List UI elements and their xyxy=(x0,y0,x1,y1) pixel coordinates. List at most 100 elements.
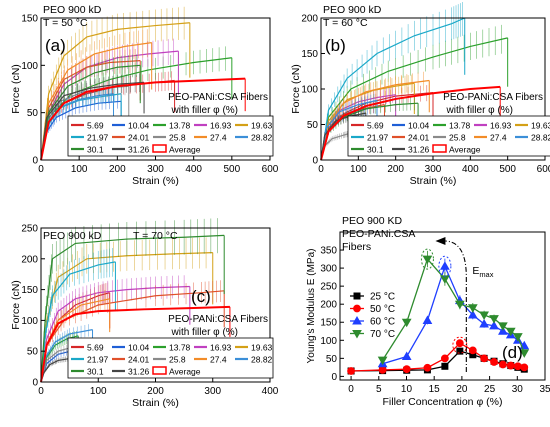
fiber-label-filler: with filler φ (%) xyxy=(171,105,239,116)
fiber-label: PEO-PANi:CSA Fibers xyxy=(168,92,268,103)
y-axis-label: Force (cN) xyxy=(290,64,302,114)
legend-label-10.04: 10.04 xyxy=(128,343,150,353)
series-Average xyxy=(40,77,246,161)
y-tick-label: 50 xyxy=(27,108,39,119)
series-line-Average xyxy=(40,77,246,161)
y-tick-label: 300 xyxy=(320,264,337,275)
y-tick-label: 100 xyxy=(301,85,318,96)
x-tick-label: 15 xyxy=(429,384,441,395)
x-tick-label: 600 xyxy=(537,164,550,175)
legend-label-19.63: 19.63 xyxy=(531,121,550,131)
plot-frame xyxy=(339,231,546,381)
data-point xyxy=(454,300,465,310)
series-line-Average xyxy=(320,85,501,161)
legend-label-10.04: 10.04 xyxy=(128,121,150,131)
x-tick-label: 300 xyxy=(147,164,164,175)
series-line xyxy=(351,342,525,372)
data-point xyxy=(480,354,489,363)
data-point xyxy=(347,367,355,375)
legend-marker xyxy=(352,315,362,325)
data-point xyxy=(440,275,450,284)
y-tick-label: 250 xyxy=(21,224,38,235)
y-tick-label: 100 xyxy=(21,316,38,327)
legend-marker xyxy=(352,330,362,339)
panel-temperature: T = 60 °C xyxy=(323,17,368,29)
data-point xyxy=(479,311,489,321)
panel-letter: (d) xyxy=(502,343,523,362)
fiber-label-filler: with filler φ (%) xyxy=(446,105,514,116)
series-line-30.1 xyxy=(40,234,225,383)
peak-highlight xyxy=(438,255,452,277)
y-tick-label: 150 xyxy=(301,49,318,60)
legend-label-31.26: 31.26 xyxy=(128,367,150,377)
legend-label-13.78: 13.78 xyxy=(449,121,471,131)
series-line-21.97 xyxy=(40,261,116,383)
y-tick-label: 200 xyxy=(301,14,318,25)
data-point xyxy=(423,363,432,372)
x-tick-label: 200 xyxy=(109,164,126,175)
panel-letter: (c) xyxy=(191,287,211,306)
legend-label-21.97: 21.97 xyxy=(87,133,109,143)
y-tick-label: 150 xyxy=(21,285,38,296)
x-tick-label: 0 xyxy=(38,386,44,397)
series-3 xyxy=(377,250,530,366)
legend-label-30.1: 30.1 xyxy=(367,145,384,155)
legend-label-19.63: 19.63 xyxy=(251,121,273,131)
panel-letter: (a) xyxy=(45,36,66,55)
legend-label: 60 °C xyxy=(370,317,395,328)
data-point xyxy=(440,261,450,270)
x-tick-label: 500 xyxy=(223,164,240,175)
peak-highlight xyxy=(452,336,468,354)
fiber-label: PEO-PANi:CSA Fibers xyxy=(443,92,543,103)
series-31.26 xyxy=(40,73,145,161)
series-1 xyxy=(347,339,529,375)
x-tick-label: 200 xyxy=(387,164,404,175)
legend-label-5.69: 5.69 xyxy=(87,343,104,353)
panel-letter: (b) xyxy=(325,36,346,55)
legend-label-24.01: 24.01 xyxy=(128,133,150,143)
y-tick-label: 100 xyxy=(320,336,337,347)
series-Average xyxy=(320,85,501,161)
panel-subtitle-2: Fibers xyxy=(342,241,371,253)
legend-label-27.4: 27.4 xyxy=(210,133,227,143)
panel-0: 0 100 200 300 400 500 600 0 50 100 150 Strain (%) Fo… xyxy=(10,4,279,187)
legend-label-21.97: 21.97 xyxy=(367,133,389,143)
legend-label-21.97: 21.97 xyxy=(87,355,109,365)
legend-label-27.4: 27.4 xyxy=(490,133,507,143)
panel-header: PEO 900 kD xyxy=(43,4,102,16)
legend-swatch-average xyxy=(152,144,167,153)
data-point xyxy=(520,363,529,372)
legend-swatch-average xyxy=(152,366,167,375)
series-line-21.97 xyxy=(320,17,465,161)
data-point xyxy=(512,333,523,342)
legend-label-30.1: 30.1 xyxy=(87,145,104,155)
data-point xyxy=(440,354,449,363)
emax-trend-line xyxy=(445,240,467,372)
legend-label: 50 °C xyxy=(370,304,395,315)
x-tick-label: 200 xyxy=(147,386,164,397)
data-point xyxy=(401,318,412,328)
legend-label-13.78: 13.78 xyxy=(169,121,191,131)
x-axis-label: Strain (%) xyxy=(132,397,179,409)
x-tick-label: 100 xyxy=(90,386,107,397)
y-tick-label: 50 xyxy=(326,354,338,365)
peak-highlight xyxy=(420,248,434,270)
legend-label-Average: Average xyxy=(169,145,201,155)
x-tick-label: 0 xyxy=(348,384,354,395)
emax-arrowhead xyxy=(435,237,446,245)
series-Average xyxy=(40,305,231,383)
legend-label-30.1: 30.1 xyxy=(87,367,104,377)
panel-header: PEO 900 kD xyxy=(43,230,102,242)
y-tick-label: 0 xyxy=(331,372,337,383)
y-axis-label: Young's Modulus E (MPa) xyxy=(306,249,317,364)
y-axis-label: Force (cN) xyxy=(10,64,22,114)
emax-subscript: max xyxy=(479,270,493,279)
data-point xyxy=(479,319,489,328)
x-tick-label: 100 xyxy=(350,164,367,175)
x-tick-label: 25 xyxy=(484,384,496,395)
data-point xyxy=(467,310,478,319)
data-point xyxy=(402,365,411,374)
series-line-Average xyxy=(40,305,230,383)
